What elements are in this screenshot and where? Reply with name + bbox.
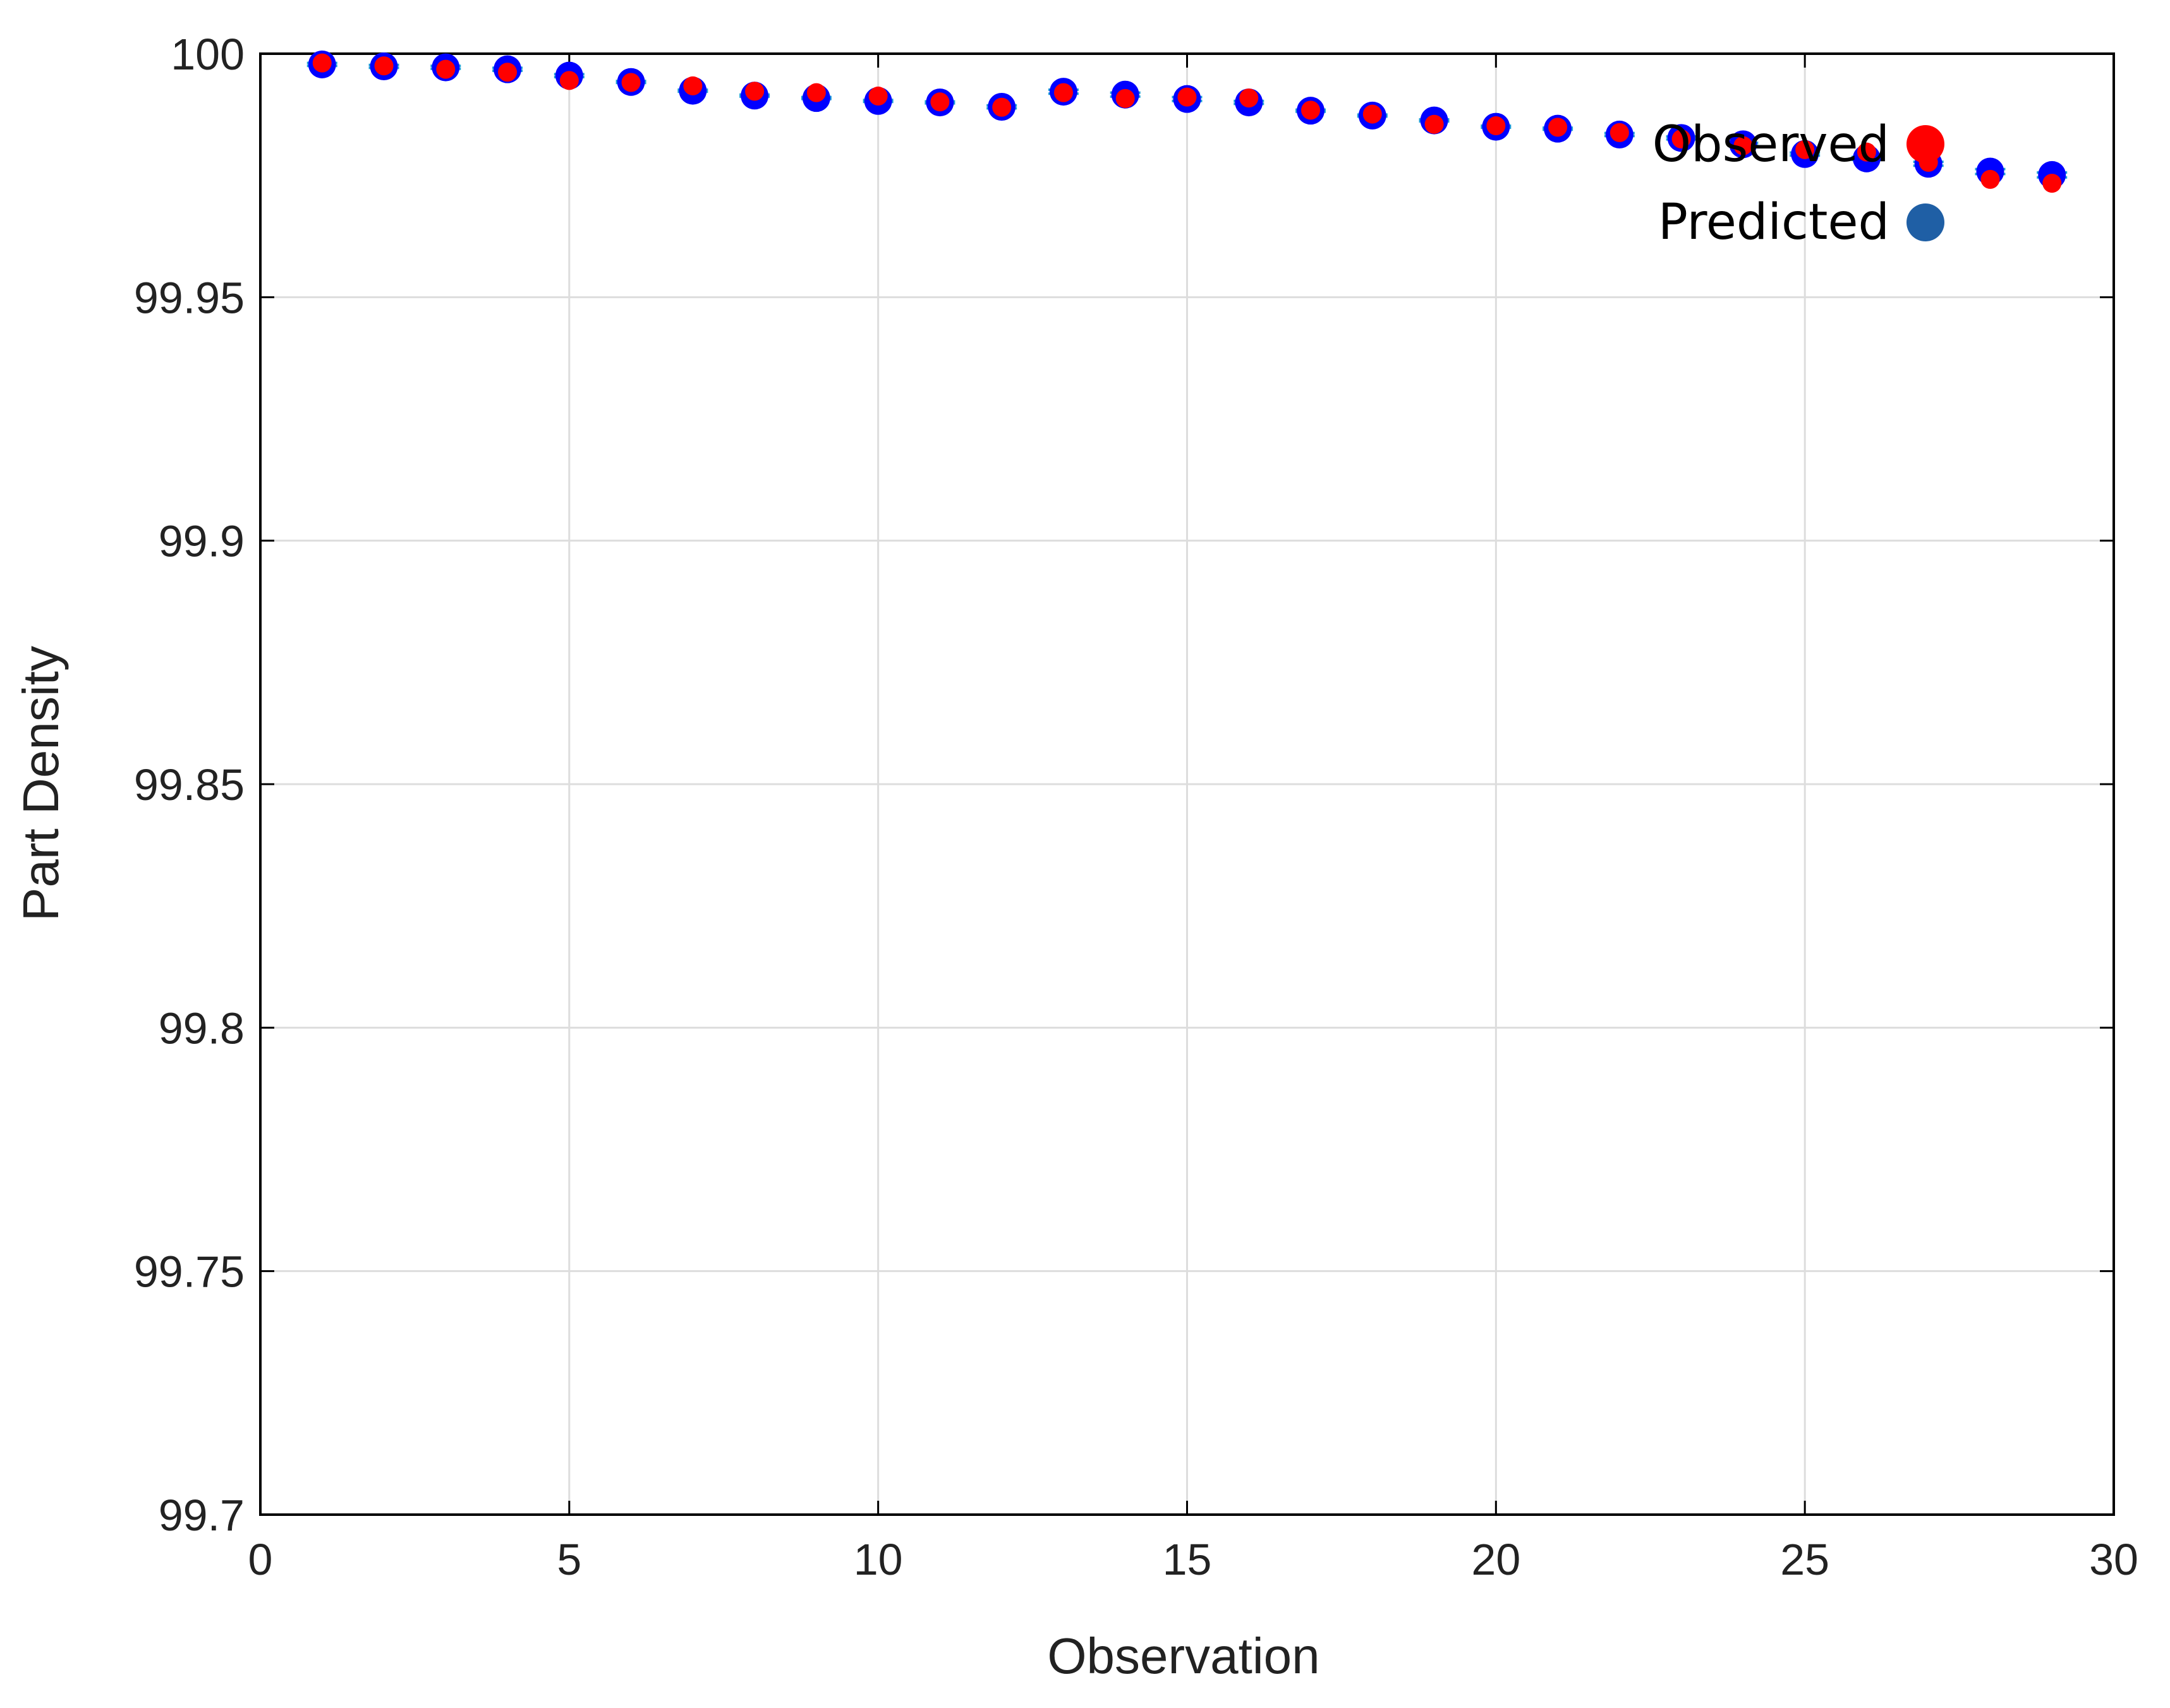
x-tick-label: 30 <box>2089 1535 2138 1584</box>
y-tick-label: 100 <box>171 30 245 79</box>
observed-point <box>1609 123 1629 142</box>
observed-point <box>1115 88 1135 108</box>
observed-point <box>559 71 579 90</box>
observed-point <box>1857 142 1876 162</box>
observed-point <box>1053 83 1073 102</box>
x-tick-label: 20 <box>1471 1535 1520 1584</box>
legend: Observed Predicted <box>1652 116 1944 251</box>
x-tick-label: 15 <box>1163 1535 1212 1584</box>
x-tick-label: 5 <box>557 1535 581 1584</box>
observed-point <box>1486 116 1506 136</box>
legend-label-predicted: Predicted <box>1658 194 1889 251</box>
y-tick-label: 99.85 <box>134 760 245 809</box>
observed-point <box>1301 100 1321 120</box>
observed-point <box>621 73 641 92</box>
observed-point <box>1980 169 2000 189</box>
y-tick-label: 99.8 <box>159 1003 245 1053</box>
observed-point <box>1177 87 1197 107</box>
plot-frame <box>259 52 2115 1516</box>
observed-point <box>992 97 1012 117</box>
observed-point <box>1424 114 1444 134</box>
observed-point <box>498 63 518 82</box>
x-tick-label: 25 <box>1780 1535 1829 1584</box>
x-tick-label: 10 <box>854 1535 903 1584</box>
x-tick-label: 0 <box>248 1535 273 1584</box>
observed-point <box>1671 129 1691 148</box>
observed-point <box>1239 88 1259 108</box>
x-tick-labels: 0 5 10 15 20 25 30 <box>248 1535 2138 1584</box>
legend-marker-observed <box>1906 125 1944 163</box>
observed-points <box>312 53 2062 193</box>
observed-point <box>1795 140 1815 159</box>
observed-point <box>806 83 826 102</box>
gridlines <box>260 54 2114 1515</box>
observed-point <box>868 87 888 106</box>
observed-point <box>1362 104 1382 124</box>
observed-point <box>436 59 456 79</box>
legend-label-observed: Observed <box>1652 116 1889 173</box>
observed-point <box>2042 173 2062 193</box>
observed-point <box>683 76 703 95</box>
observed-point <box>312 53 332 73</box>
y-tick-label: 99.7 <box>159 1491 245 1540</box>
y-tick-labels: 99.7 99.75 99.8 99.85 99.9 99.95 100 <box>134 30 245 1540</box>
y-tick-label: 99.75 <box>134 1247 245 1297</box>
observed-point <box>1548 118 1568 137</box>
observed-point <box>1733 136 1753 155</box>
y-tick-label: 99.95 <box>134 273 245 322</box>
y-axis-title: Part Density <box>13 646 69 921</box>
observed-point <box>745 82 765 101</box>
observed-point <box>374 56 394 76</box>
x-axis-title: Observation <box>1047 1628 1319 1684</box>
observed-point <box>930 92 950 112</box>
y-tick-label: 99.9 <box>159 517 245 566</box>
legend-marker-predicted <box>1906 203 1944 241</box>
